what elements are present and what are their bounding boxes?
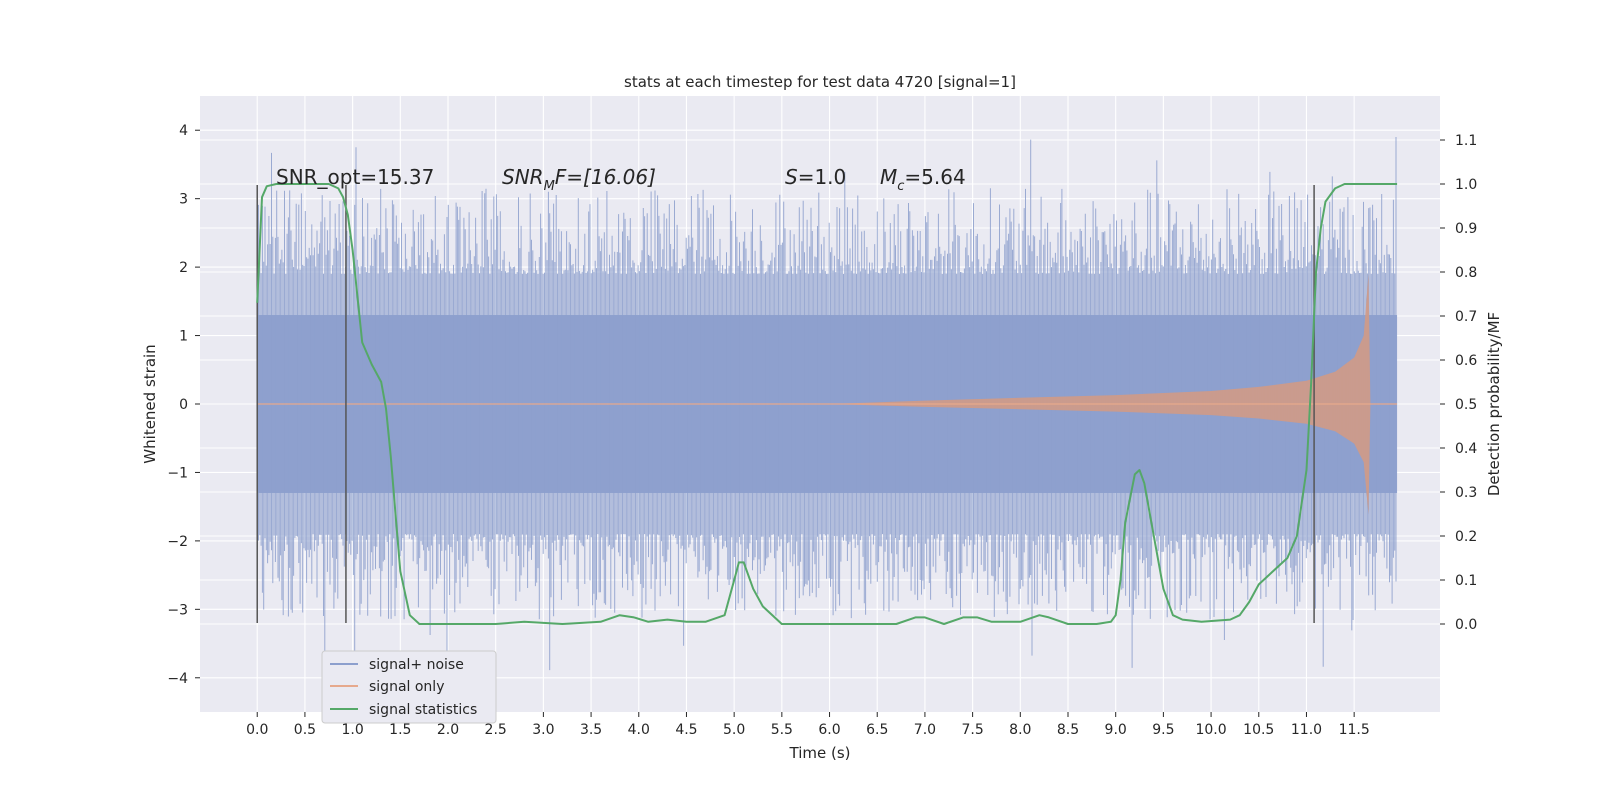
y-right-tick-label: 1.1 — [1455, 133, 1477, 149]
y-right-axis-ticks: 1.1 1.0 0.9 0.8 0.7 0.6 0.5 0.4 0.3 0.2 0.1 0.0 — [1440, 133, 1477, 633]
s-value: =1.0 — [798, 165, 847, 189]
x-axis-ticks: 0.0 0.5 1.0 1.5 2.0 2.5 3.0 3.5 4.0 4.5 5.0 5.5 6.0 6… — [246, 712, 1370, 738]
x-tick-label: 0.5 — [294, 722, 316, 738]
y-left-tick-label: −3 — [167, 602, 188, 618]
x-tick-label: 1.5 — [389, 722, 411, 738]
y-right-tick-label: 0.1 — [1455, 573, 1477, 589]
legend-box — [321, 650, 497, 724]
s-annotation: S=1.0 — [785, 165, 846, 189]
y-left-tick-label: 3 — [179, 192, 188, 208]
y-right-tick-label: 0.0 — [1455, 617, 1477, 633]
x-tick-label: 0.0 — [246, 722, 268, 738]
y-right-axis-label: Detection probability/MF — [1485, 312, 1503, 496]
x-tick-label: 1.0 — [341, 722, 363, 738]
y-right-tick-label: 0.3 — [1455, 485, 1477, 501]
y-right-tick-label: 0.2 — [1455, 529, 1477, 545]
x-tick-label: 5.5 — [771, 722, 793, 738]
x-tick-label: 6.0 — [818, 722, 840, 738]
vertical-markers — [256, 184, 1315, 624]
snr-mf-value: F=[16.06] — [555, 165, 656, 189]
x-tick-label: 4.5 — [675, 722, 697, 738]
signal-statistics-series — [256, 183, 1398, 625]
snr-mf-annotation: SNRMF=[16.06] — [502, 165, 656, 194]
y-left-tick-label: 1 — [179, 329, 188, 345]
legend: signal+ noise signal only signal statist… — [321, 650, 497, 724]
x-tick-label: 10.5 — [1243, 722, 1274, 738]
y-right-tick-label: 0.5 — [1455, 397, 1477, 413]
x-tick-label: 7.0 — [914, 722, 936, 738]
x-tick-label: 7.5 — [961, 722, 983, 738]
legend-label-signal-only: signal only — [369, 679, 444, 695]
x-axis-label: Time (s) — [789, 744, 851, 762]
x-tick-label: 8.0 — [1009, 722, 1031, 738]
y-left-axis-label: Whitened strain — [141, 344, 159, 463]
y-left-tick-label: 4 — [179, 123, 188, 139]
mc-subscript: c — [897, 179, 904, 194]
snr-mf-name: SNR — [502, 165, 544, 189]
x-tick-label: 2.0 — [437, 722, 459, 738]
signal-statistics-line — [256, 183, 1398, 625]
mc-value: =5.64 — [904, 165, 965, 189]
snr-mf-subscript: M — [544, 179, 555, 194]
x-tick-label: 11.5 — [1339, 722, 1370, 738]
y-right-tick-label: 0.4 — [1455, 441, 1477, 457]
x-tick-label: 9.5 — [1152, 722, 1174, 738]
mc-name: M — [880, 165, 897, 189]
x-tick-label: 8.5 — [1057, 722, 1079, 738]
s-name: S — [785, 165, 798, 189]
y-right-tick-label: 0.8 — [1455, 265, 1477, 281]
x-tick-label: 11.0 — [1291, 722, 1322, 738]
y-left-tick-label: −2 — [167, 534, 188, 550]
y-right-tick-label: 0.6 — [1455, 353, 1477, 369]
y-right-tick-label: 0.7 — [1455, 309, 1477, 325]
y-right-tick-label: 0.9 — [1455, 221, 1477, 237]
mc-annotation: Mc=5.64 — [880, 165, 966, 194]
x-tick-label: 10.0 — [1195, 722, 1226, 738]
x-tick-label: 6.5 — [866, 722, 888, 738]
legend-label-signal-statistics: signal statistics — [369, 702, 477, 718]
signal-only-envelope — [829, 274, 1371, 515]
y-left-tick-label: 0 — [179, 397, 188, 413]
x-tick-label: 5.0 — [723, 722, 745, 738]
legend-label-signal-plus-noise: signal+ noise — [369, 657, 464, 673]
x-tick-label: 2.5 — [485, 722, 507, 738]
snr-opt-annotation: SNR_opt=15.37 — [276, 165, 434, 189]
y-left-tick-label: −4 — [167, 671, 188, 687]
x-tick-label: 9.0 — [1105, 722, 1127, 738]
y-right-tick-label: 1.0 — [1455, 177, 1477, 193]
y-left-tick-label: 2 — [179, 260, 188, 276]
chart-title: stats at each timestep for test data 472… — [624, 73, 1016, 91]
x-tick-label: 3.0 — [532, 722, 554, 738]
x-tick-label: 3.5 — [580, 722, 602, 738]
signal-only-series — [257, 274, 1398, 515]
y-left-tick-label: −1 — [167, 465, 188, 481]
x-tick-label: 4.0 — [628, 722, 650, 738]
y-left-axis-ticks: 4 3 2 1 0 −1 −2 −3 −4 — [167, 123, 200, 687]
